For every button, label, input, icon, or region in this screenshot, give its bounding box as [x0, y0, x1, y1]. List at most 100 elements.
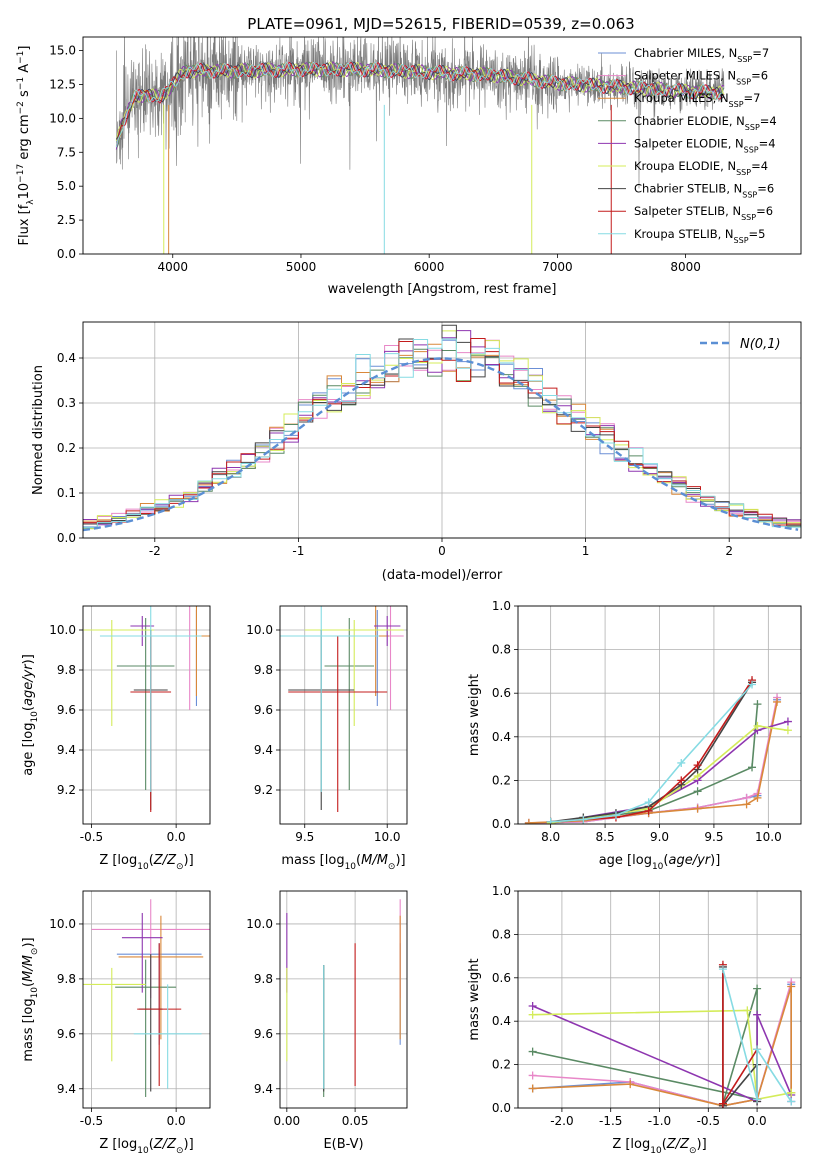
weight-marker: [753, 793, 762, 802]
errorbar-point-2: [362, 606, 389, 696]
mass-vs-metallicity-panel: -0.5 0.0 9.4 9.6 9.8 10.0 Z [log10(Z/Z⊙)] mass …: [21, 890, 211, 1156]
x-tick-label: -1.5: [599, 1114, 622, 1128]
x-tick-label: 0.0: [167, 1114, 186, 1128]
y-tick-label: 0.0: [57, 247, 76, 261]
y-tick-label: 9.8: [254, 972, 273, 986]
weight-marker: [677, 758, 686, 767]
histogram-series-8: [83, 338, 801, 528]
errorbar-point-3: [324, 618, 375, 790]
mass-vs-metallicity-marks: [83, 899, 210, 1098]
x-tick-label: 10.0: [374, 830, 401, 844]
weight-marker: [626, 1080, 635, 1089]
weight-marker: [787, 1088, 796, 1097]
histogram-legend: N(0,1): [700, 337, 781, 352]
legend-label-2: Kroupa MILES, NSSP=7: [634, 91, 760, 109]
axes-frame: [82, 890, 211, 1109]
weight-marker: [718, 1099, 727, 1108]
y-tick-label: 10.0: [49, 917, 76, 931]
x-tick-label: 9.0: [650, 830, 669, 844]
age-vs-mass-panel: 9.5 10.0 9.2 9.4 9.6 9.8 10.0 mass [log10(M/M⊙)…: [246, 605, 408, 872]
mass-vs-metallicity-plot-area: [83, 891, 210, 1108]
model-spectrum-8: [115, 61, 725, 148]
weight-marker: [783, 726, 792, 735]
age-vs-metallicity-ticks: -0.5 0.0 9.2 9.4 9.6 9.8 10.0: [49, 623, 185, 844]
axes-frame: [82, 605, 211, 825]
errorbar-point-5: [83, 620, 155, 726]
errorbar-point-5: [83, 967, 146, 1062]
spectrum-panel: 4000 5000 6000 7000 8000 0.0 2.5 5.0 7.5 10.0 12.5…: [16, 36, 802, 297]
y-tick-label: 0.6: [492, 971, 511, 985]
y-tick-label: 0.2: [492, 773, 511, 787]
y-tick-label: 9.6: [57, 1027, 76, 1041]
weight-marker: [753, 721, 762, 730]
spectrum-marks: [115, 37, 725, 254]
y-tick-label: 0.4: [492, 1014, 511, 1028]
errorbar-point-1: [169, 606, 210, 710]
weight-marker: [528, 1010, 537, 1019]
errorbar-point-4: [130, 616, 155, 646]
model-spectrum-4: [115, 61, 725, 150]
x-axis-label: Z [log10(Z/Z⊙)]: [612, 1137, 706, 1156]
weight-marker: [753, 1095, 762, 1104]
y-tick-label: 0.4: [57, 351, 76, 365]
age-vs-metallicity-plot-area: [83, 606, 210, 824]
hist-marks: [83, 324, 801, 532]
x-axis-label: E(B-V): [323, 1137, 363, 1152]
errorbar-point-8: [280, 606, 379, 792]
weight-marker: [644, 806, 653, 815]
weight-marker: [743, 1006, 752, 1015]
weight-series-8: [546, 680, 757, 824]
y-tick-label: 9.4: [254, 1082, 273, 1096]
y-axis-label: Normed distribution: [31, 365, 46, 495]
y-tick-label: 7.5: [57, 145, 76, 159]
y-tick-label: 1.0: [492, 599, 511, 613]
weight-marker: [528, 1084, 537, 1093]
weight-marker: [693, 787, 702, 796]
x-tick-label: 0.00: [273, 1114, 300, 1128]
weight-marker: [748, 680, 757, 689]
mass-weight-vs-age-panel: 8.0 8.5 9.0 9.5 10.0 0.0 0.2 0.4 0.6 0.8 1.0 age [l…: [467, 599, 802, 872]
errorbar-point-7: [137, 943, 182, 1087]
y-tick-label: 0.8: [492, 927, 511, 941]
weight-line: [550, 725, 789, 824]
legend-label-7: Salpeter STELIB, NSSP=6: [634, 204, 773, 222]
weight-line: [550, 683, 753, 823]
weight-marker: [528, 1047, 537, 1056]
weight-marker: [546, 817, 555, 824]
legend-label-3: Chabrier ELODIE, NSSP=4: [634, 114, 777, 132]
x-tick-label: 0.05: [342, 1114, 369, 1128]
mass-vs-metallicity-ticks: -0.5 0.0 9.4 9.6 9.8 10.0: [49, 917, 185, 1128]
y-tick-label: 0.0: [57, 531, 76, 545]
spectrum-legend: Chabrier MILES, NSSP=7 Salpeter MILES, NS…: [598, 46, 777, 244]
errorbar-point-8: [99, 606, 202, 792]
x-tick-label: 8.0: [541, 830, 560, 844]
x-tick-label: 6000: [414, 260, 445, 274]
weight-marker: [693, 761, 702, 770]
errorbar-point-2: [162, 606, 210, 696]
mass-weight-vs-age-ticks: 8.0 8.5 9.0 9.5 10.0 0.0 0.2 0.4 0.6 0.8 1.0: [492, 599, 782, 844]
y-tick-label: 0.3: [57, 396, 76, 410]
axes-frame: [279, 605, 408, 825]
normal-reference-curve: [83, 357, 799, 532]
axes-frame: [517, 890, 802, 1109]
weight-marker: [753, 1045, 762, 1054]
y-tick-label: 0.8: [492, 643, 511, 657]
spectrum-ticks: 4000 5000 6000 7000 8000 0.0 2.5 5.0 7.5 10.0 12.5…: [49, 44, 701, 274]
legend-label-0: Chabrier MILES, NSSP=7: [634, 46, 769, 64]
mass-weight-vs-metallicity-panel: -2.0 -1.5 -1.0 -0.5 0.0 0.0 0.2 0.4 0.6 0.8 1.0 Z […: [467, 884, 802, 1156]
x-tick-label: 9.5: [295, 830, 314, 844]
errorbar-point-1: [377, 606, 404, 710]
y-tick-label: 9.8: [57, 972, 76, 986]
model-spectrum-6: [115, 61, 725, 140]
y-tick-label: 0.0: [492, 1101, 511, 1115]
errorbar-point-2: [118, 915, 204, 1040]
x-tick-label: -2: [149, 544, 161, 558]
weight-marker: [693, 804, 702, 813]
legend-label-normal: N(0,1): [740, 337, 781, 352]
mass-weight-vs-metallicity-plot-area: [518, 890, 801, 1109]
mass-vs-extinction-panel: 0.00 0.05 9.4 9.6 9.8 10.0 E(B-V): [246, 890, 408, 1152]
axes-frame: [517, 605, 802, 825]
weight-marker: [787, 1097, 796, 1106]
y-tick-label: 9.6: [57, 703, 76, 717]
weight-series-6: [546, 678, 757, 824]
